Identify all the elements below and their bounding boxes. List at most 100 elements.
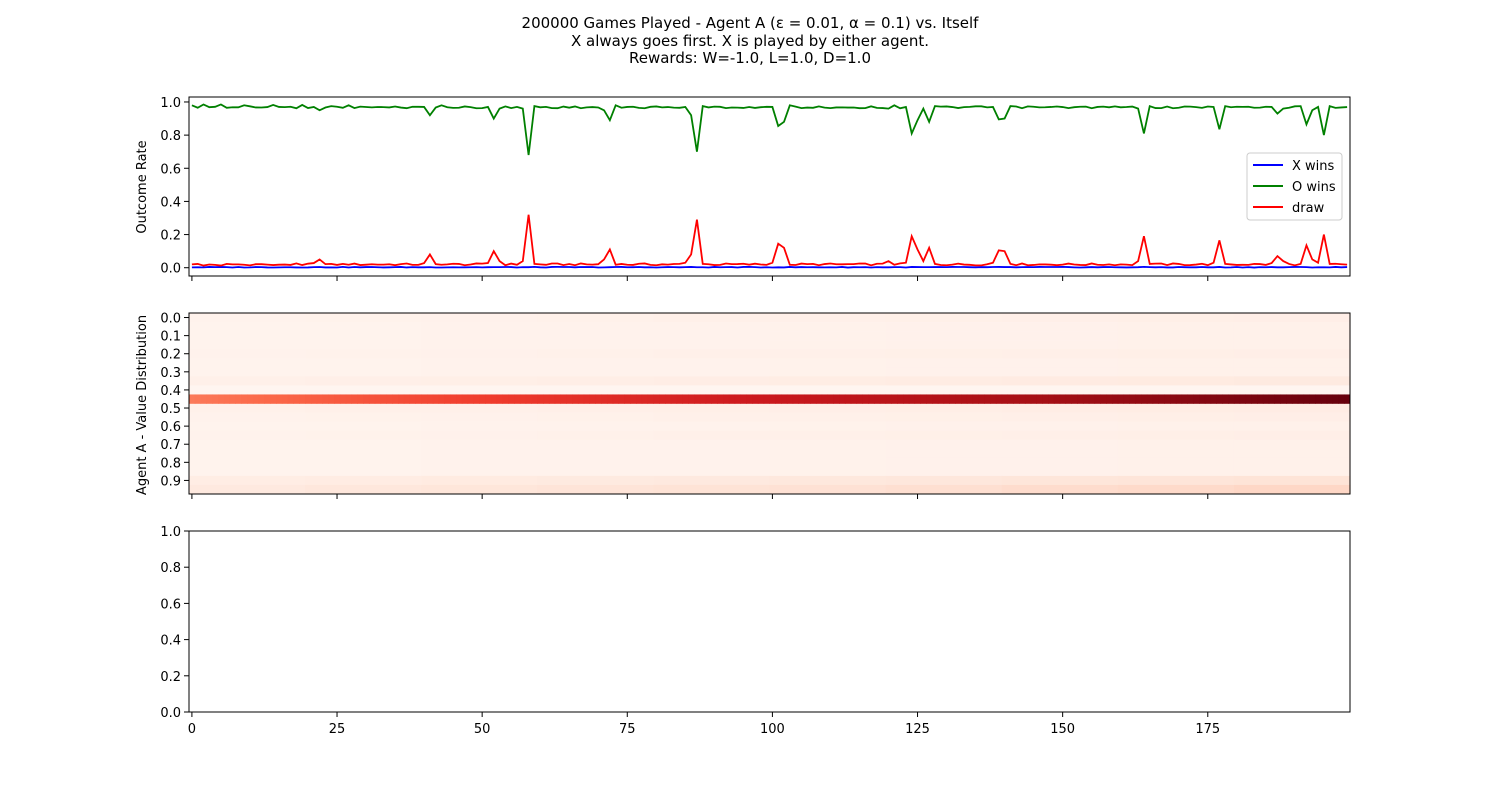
heatmap-band <box>1233 403 1351 413</box>
heatmap-band <box>189 448 306 459</box>
heatmap-cell <box>415 394 422 404</box>
heatmap-cell <box>1251 394 1258 404</box>
heatmap-cell <box>514 394 521 404</box>
heatmap-cell <box>990 394 997 404</box>
heatmap-cell <box>456 394 463 404</box>
outcome-rate-panel: 0.0 0.2 0.4 0.6 0.8 1.0 Outcome Rate X wins O… <box>135 96 1351 281</box>
heatmap-cell <box>723 394 730 404</box>
heatmap-cell <box>932 394 939 404</box>
heatmap-band <box>885 439 1003 450</box>
heatmap-cell <box>566 394 573 404</box>
heatmap-cell <box>1158 394 1165 404</box>
heatmap-band <box>305 349 422 359</box>
heatmap-band <box>1233 448 1351 459</box>
heatmap-band <box>769 367 887 377</box>
heatmap-band <box>537 421 654 431</box>
heatmap-cell <box>1152 394 1159 404</box>
heatmap-band <box>1001 457 1119 468</box>
heatmap-cell <box>1170 394 1177 404</box>
heatmap-cell <box>473 394 480 404</box>
heatmap-cell <box>351 394 358 404</box>
heatmap-band <box>1117 349 1235 359</box>
heatmap-cell <box>252 394 260 404</box>
heatmap-cell <box>1332 394 1339 404</box>
heatmap-cell <box>1129 394 1136 404</box>
heatmap-band <box>1233 349 1351 359</box>
heatmap-cell <box>519 394 527 404</box>
heatmap-cell <box>862 394 869 404</box>
heatmap-band <box>769 466 887 477</box>
heatmap-band <box>1117 412 1235 422</box>
heatmap-cell <box>409 394 416 404</box>
heatmap-band <box>189 331 306 341</box>
heatmap-band <box>653 466 771 477</box>
heatmap-band <box>769 457 887 468</box>
heatmap-cell <box>357 394 364 404</box>
legend-box <box>1246 152 1343 221</box>
heatmap-cell <box>903 394 910 404</box>
heatmap-cell <box>1094 394 1101 404</box>
heatmap-cell <box>810 394 817 404</box>
heatmap-band <box>305 475 422 486</box>
heatmap-band <box>653 430 771 440</box>
empty-ytick-label: 0.4 <box>160 634 181 649</box>
heatmap-cell <box>1210 394 1217 404</box>
heatmap-cell <box>635 394 643 404</box>
heatmap-band <box>305 484 422 495</box>
heatmap-band <box>421 331 538 341</box>
heatmap-cell <box>630 394 637 404</box>
value-distribution-panel: 0.0 0.1 0.2 0.3 0.4 0.5 0.6 0.7 0.8 0.9 Agent A -… <box>135 312 1351 499</box>
heatmap-band <box>537 439 654 450</box>
heatmap-cell <box>490 394 498 404</box>
heatmap-cell <box>1216 394 1223 404</box>
heatmap-cell <box>479 394 486 404</box>
heatmap-band <box>653 412 771 422</box>
heatmap-band <box>305 430 422 440</box>
heatmap-band <box>1117 313 1235 323</box>
heatmap-band <box>1001 340 1119 350</box>
heatmap-band <box>769 448 887 459</box>
heatmap-band <box>305 358 422 368</box>
heatmap-cell <box>1065 394 1072 404</box>
heatmap-cell <box>1106 394 1113 404</box>
heatmap-band <box>537 430 654 440</box>
xtick-label: 75 <box>619 722 636 737</box>
heatmap-band <box>421 322 538 332</box>
heatmap-band <box>1001 430 1119 440</box>
heatmap-cell <box>1164 394 1171 404</box>
heatmap-cell <box>1077 394 1084 404</box>
heatmap-band <box>421 466 538 477</box>
heatmap-band <box>189 385 306 395</box>
heatmap-cell <box>665 394 672 404</box>
heatmap-cell <box>769 394 776 404</box>
heatmap-band <box>189 457 306 468</box>
heatmap-band <box>189 475 306 486</box>
heatmap-band <box>885 484 1003 495</box>
xtick-label: 0 <box>188 722 196 737</box>
heatmap-band <box>421 349 538 359</box>
heatmap-band <box>885 367 1003 377</box>
heatmap-band <box>653 421 771 431</box>
heatmap-cell <box>1042 394 1049 404</box>
heatmap-cell <box>705 394 712 404</box>
heatmap-band <box>885 421 1003 431</box>
heatmap-cell <box>612 394 620 404</box>
series-line-x-wins <box>191 265 1348 269</box>
heatmap-cell <box>345 394 353 404</box>
series-line-draw <box>191 214 1348 267</box>
heatmap-band <box>885 331 1003 341</box>
heatmap-band <box>1117 430 1235 440</box>
heatmap-cell <box>1187 394 1194 404</box>
heatmap-cell <box>972 394 979 404</box>
heatmap-cell <box>1059 394 1067 404</box>
heatmap-band <box>1001 439 1119 450</box>
heatmap-cell <box>676 394 683 404</box>
heatmap-cell <box>577 394 585 404</box>
heatmap-band <box>653 484 771 495</box>
heatmap-cell <box>1071 394 1078 404</box>
heatmap-band <box>769 385 887 395</box>
heatmap-cell <box>949 394 956 404</box>
heatmap-band <box>537 484 654 495</box>
heatmap-cell <box>1024 394 1032 404</box>
heatmap-band <box>769 484 887 495</box>
